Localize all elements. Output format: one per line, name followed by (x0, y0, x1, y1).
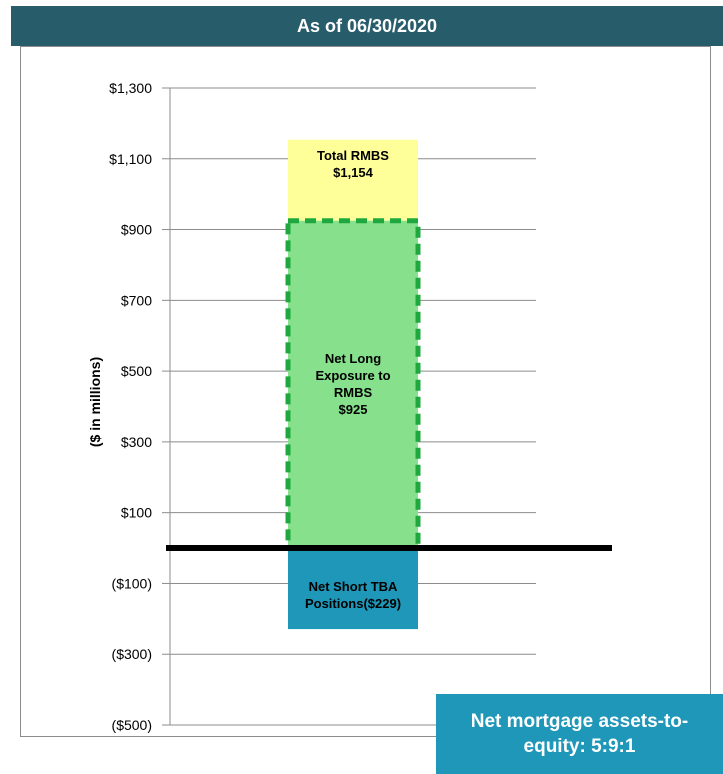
segment-label-line: Positions($229) (305, 596, 401, 611)
segment-label: Total RMBS $1,154 (317, 148, 389, 180)
segment-label: Net Short TBA Positions($229) (305, 579, 401, 611)
chart-title: As of 06/30/2020 (296, 15, 438, 36)
y-tick-label: $1,100 (109, 151, 152, 167)
y-tick-label: $1,300 (109, 80, 152, 96)
y-tick-label: $500 (121, 363, 152, 379)
y-tick-labels: $1,300 $1,100 $900 $700 $500 $300 $100 ($100) ($… (109, 80, 152, 733)
segment-label-line: $1,154 (333, 165, 374, 180)
chart-title-bar: As of 06/30/2020 (11, 6, 723, 46)
segment-labels: Total RMBS $1,154 Net Long Exposure to RMBS $… (305, 148, 401, 611)
y-tick-label: $300 (121, 434, 152, 450)
segment-label: Net Long Exposure to RMBS $925 (315, 351, 390, 417)
chart-frame (20, 46, 711, 737)
y-tick-label: $700 (121, 292, 152, 308)
segment-label-line: Net Long (325, 351, 381, 366)
segment-label-line: Net Short TBA (309, 579, 398, 594)
segment-label-line: RMBS (334, 385, 373, 400)
bar-segment-net-short-tba-positions (288, 548, 418, 630)
y-axis-label: ($ in millions) (87, 357, 103, 447)
callout-text: Net mortgage assets-to-equity: 5:9:1 (470, 711, 689, 757)
y-tick-label: $100 (121, 505, 152, 521)
assets-to-equity-callout: Net mortgage assets-to-equity: 5:9:1 (436, 694, 723, 774)
y-tick-label: $900 (121, 222, 152, 238)
segment-label-line: $925 (339, 402, 368, 417)
bar-segments (285, 139, 421, 630)
bar-segment-net-long-exposure-to-rmbs (285, 218, 421, 551)
y-tick-label: ($300) (112, 646, 152, 662)
segment-label-line: Exposure to (315, 368, 390, 383)
segment-label-line: Total RMBS (317, 148, 389, 163)
y-tick-label: ($100) (112, 575, 152, 591)
bar-segment-total-rmbs (288, 139, 418, 221)
y-tick-label: ($500) (112, 717, 152, 733)
